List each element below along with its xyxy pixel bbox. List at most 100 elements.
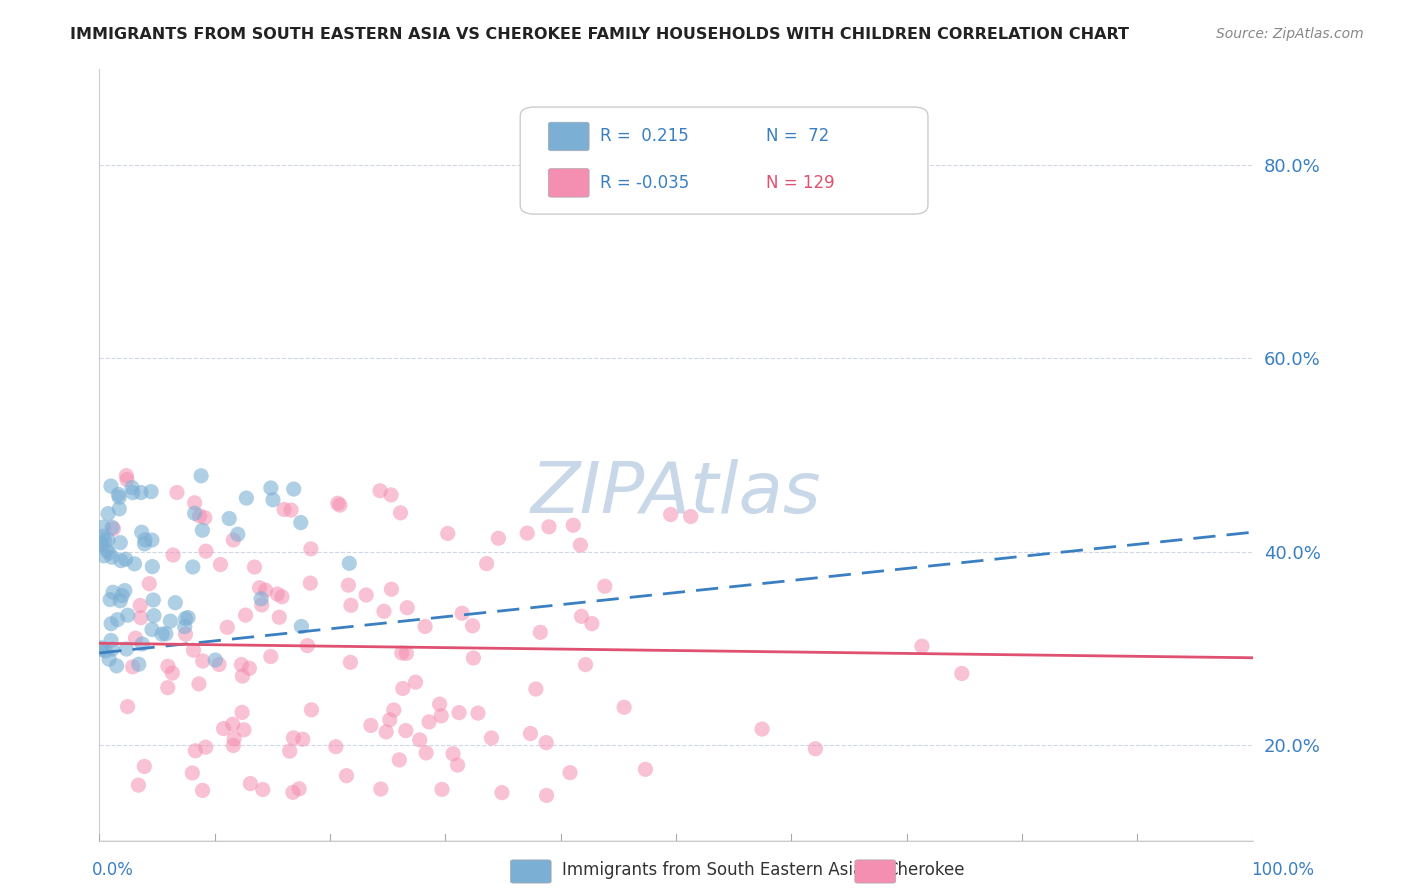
Text: N = 129: N = 129 bbox=[766, 174, 835, 192]
Point bbox=[127, 778, 149, 792]
Point bbox=[613, 700, 636, 714]
Point bbox=[395, 723, 418, 738]
Point bbox=[325, 739, 347, 754]
Point bbox=[124, 557, 146, 571]
Point bbox=[222, 739, 245, 753]
Point bbox=[183, 643, 205, 657]
Point bbox=[156, 681, 179, 695]
Point bbox=[524, 681, 547, 696]
Point bbox=[110, 554, 132, 568]
Point bbox=[250, 591, 273, 606]
Point bbox=[217, 620, 239, 634]
Point bbox=[288, 781, 311, 796]
Text: N =  72: N = 72 bbox=[766, 128, 830, 145]
Point bbox=[574, 657, 596, 672]
Point bbox=[101, 520, 124, 534]
Point bbox=[593, 579, 616, 593]
Point bbox=[131, 637, 153, 651]
Point bbox=[191, 523, 214, 537]
Point bbox=[231, 669, 253, 683]
Point bbox=[115, 468, 138, 483]
Point bbox=[209, 558, 232, 572]
Point bbox=[299, 576, 322, 591]
Point bbox=[299, 703, 322, 717]
Point bbox=[911, 639, 934, 653]
Point bbox=[536, 789, 558, 803]
Point bbox=[436, 526, 458, 541]
Point bbox=[129, 599, 152, 613]
Point bbox=[269, 610, 291, 624]
Point bbox=[173, 620, 195, 634]
Point bbox=[238, 661, 260, 675]
Point bbox=[249, 581, 271, 595]
Point bbox=[128, 657, 150, 672]
Text: ZIPAtlas: ZIPAtlas bbox=[531, 459, 821, 528]
Point bbox=[91, 520, 114, 534]
Point bbox=[111, 589, 134, 603]
Point bbox=[162, 548, 184, 562]
Point bbox=[354, 588, 377, 602]
Point bbox=[129, 485, 152, 500]
Point bbox=[188, 508, 211, 523]
Point bbox=[396, 600, 419, 615]
Point bbox=[415, 746, 437, 760]
Point bbox=[91, 538, 114, 552]
Point bbox=[100, 479, 122, 493]
Point bbox=[138, 576, 160, 591]
Point bbox=[221, 717, 243, 731]
Point bbox=[155, 627, 177, 641]
Point bbox=[98, 592, 121, 607]
Point bbox=[103, 522, 125, 536]
Point bbox=[181, 560, 204, 574]
Point bbox=[558, 765, 581, 780]
Point bbox=[408, 732, 430, 747]
Point bbox=[181, 766, 204, 780]
Point bbox=[391, 681, 413, 696]
Point bbox=[449, 706, 471, 720]
Point bbox=[190, 468, 212, 483]
Point bbox=[142, 593, 165, 607]
Point bbox=[131, 525, 153, 540]
Point bbox=[129, 610, 152, 624]
Point bbox=[142, 608, 165, 623]
Point bbox=[101, 550, 124, 565]
Point bbox=[335, 769, 357, 783]
Point bbox=[218, 511, 240, 525]
Point bbox=[950, 666, 973, 681]
Point bbox=[117, 608, 139, 623]
Point bbox=[134, 537, 156, 551]
Point bbox=[430, 782, 453, 797]
Point bbox=[467, 706, 489, 720]
Point bbox=[405, 675, 427, 690]
Point bbox=[96, 543, 118, 558]
Point bbox=[115, 642, 138, 657]
Point bbox=[243, 560, 266, 574]
Point bbox=[93, 533, 115, 548]
Point bbox=[430, 708, 453, 723]
Text: 100.0%: 100.0% bbox=[1251, 861, 1315, 879]
Point bbox=[378, 713, 401, 727]
Point bbox=[373, 604, 395, 618]
Point bbox=[235, 491, 257, 505]
Point bbox=[429, 697, 451, 711]
Point bbox=[124, 631, 146, 645]
Point bbox=[224, 731, 246, 746]
Point bbox=[446, 758, 468, 772]
Point bbox=[141, 623, 163, 637]
Point bbox=[370, 782, 392, 797]
Point bbox=[235, 608, 257, 623]
Point bbox=[141, 559, 163, 574]
Point bbox=[451, 607, 474, 621]
Point bbox=[291, 732, 314, 747]
Point bbox=[177, 610, 200, 624]
Point bbox=[212, 722, 235, 736]
Point bbox=[191, 654, 214, 668]
Point bbox=[194, 544, 217, 558]
Point bbox=[110, 535, 132, 549]
Point bbox=[529, 625, 551, 640]
Point bbox=[339, 656, 361, 670]
Point bbox=[107, 487, 129, 501]
Point bbox=[283, 482, 305, 496]
Point bbox=[391, 646, 413, 660]
Point bbox=[90, 640, 112, 655]
